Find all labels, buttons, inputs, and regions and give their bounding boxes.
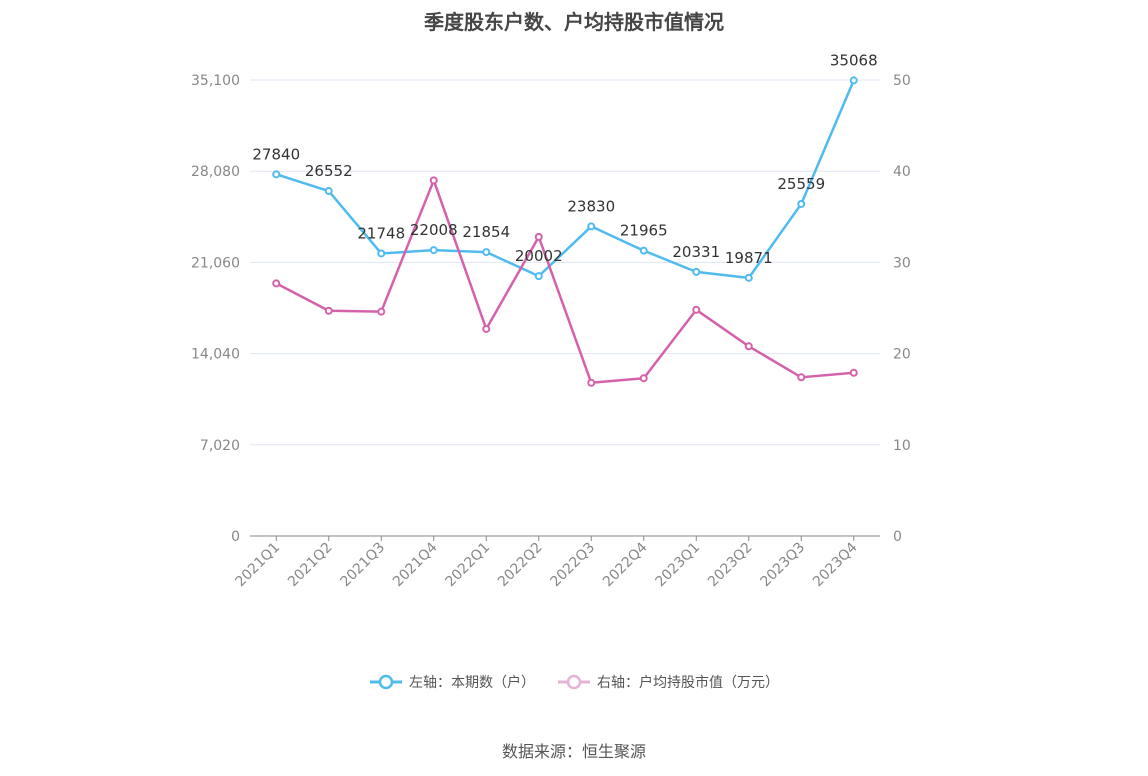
data-point-right (534, 232, 543, 241)
data-point-left (482, 248, 491, 257)
series (272, 76, 858, 387)
data-point-left (429, 246, 438, 255)
data-label: 22008 (410, 221, 458, 239)
data-point-right (429, 176, 438, 185)
legend-marker-right-icon (558, 674, 590, 690)
left-tick-label: 28,080 (191, 164, 240, 180)
data-labels: 27840 26552 21748 22008 21854 20002 23830 21965… (252, 51, 877, 266)
data-point-left (377, 249, 386, 258)
data-point-left (849, 76, 858, 85)
series-line-right (275, 179, 854, 385)
x-tick-label: 2021Q3 (337, 540, 388, 591)
data-label: 21965 (620, 222, 668, 240)
data-point-right (797, 373, 806, 382)
data-point-left (324, 187, 333, 196)
x-tick-label: 2022Q1 (442, 540, 493, 591)
data-label: 19871 (725, 249, 773, 267)
legend-label-left: 左轴：本期数（户） (409, 675, 535, 691)
right-tick-label: 50 (893, 73, 911, 89)
data-point-right (482, 324, 491, 333)
data-point-left (272, 170, 281, 179)
data-point-right (639, 374, 648, 383)
grid-lines (250, 79, 880, 446)
data-point-right (272, 279, 281, 288)
data-point-left (692, 267, 701, 276)
data-point-right (849, 368, 858, 377)
x-tick-label: 2022Q3 (547, 540, 598, 591)
right-tick-label: 40 (893, 164, 911, 180)
data-point-right (324, 306, 333, 315)
left-tick-label: 0 (231, 529, 240, 545)
data-point-right (744, 342, 753, 351)
left-tick-label: 14,040 (191, 347, 240, 363)
data-label: 35068 (830, 51, 878, 69)
data-label: 27840 (252, 145, 300, 163)
x-tick-label: 2021Q4 (390, 539, 441, 590)
data-point-left (587, 222, 596, 231)
x-tick-label: 2023Q2 (705, 540, 756, 591)
legend-marker-left-icon (370, 674, 402, 690)
left-tick-label: 7,020 (200, 438, 240, 454)
x-tick-label: 2023Q1 (652, 540, 703, 591)
data-point-right (587, 378, 596, 387)
data-label: 26552 (305, 162, 353, 180)
left-tick-label: 35,100 (191, 73, 240, 89)
data-point-left (534, 272, 543, 281)
data-label: 20002 (515, 247, 563, 265)
x-tick-label: 2021Q1 (232, 540, 283, 591)
legend: 左轴：本期数（户） 右轴：户均持股市值（万元） (0, 672, 1148, 692)
data-point-right (692, 305, 701, 314)
source-note: 数据来源：恒生聚源 (501, 742, 646, 761)
data-label: 21748 (357, 224, 405, 242)
legend-item-left[interactable]: 左轴：本期数（户） (369, 672, 535, 692)
left-tick-label: 21,060 (191, 255, 240, 271)
right-tick-label: 0 (893, 529, 902, 545)
x-tick-label: 2022Q2 (495, 540, 546, 591)
data-point-left (797, 199, 806, 208)
data-label: 20331 (672, 243, 720, 261)
legend-label-right: 右轴：户均持股市值（万元） (597, 675, 779, 691)
right-tick-label: 30 (893, 255, 911, 271)
x-tick-label: 2023Q3 (757, 540, 808, 591)
data-point-left (639, 246, 648, 255)
x-tick-label: 2023Q4 (810, 539, 861, 590)
x-tick-label: 2021Q2 (285, 540, 336, 591)
chart-title: 季度股东户数、户均持股市值情况 (424, 10, 724, 34)
data-point-right (377, 307, 386, 316)
legend-item-right[interactable]: 右轴：户均持股市值（万元） (557, 672, 779, 692)
series-line-left (275, 79, 855, 280)
right-tick-label: 20 (893, 347, 911, 363)
x-tick-label: 2022Q4 (600, 539, 651, 590)
data-point-left (744, 273, 753, 282)
right-tick-label: 10 (893, 438, 911, 454)
data-label: 25559 (777, 175, 825, 193)
data-label: 23830 (567, 197, 615, 215)
data-label: 21854 (462, 223, 510, 241)
